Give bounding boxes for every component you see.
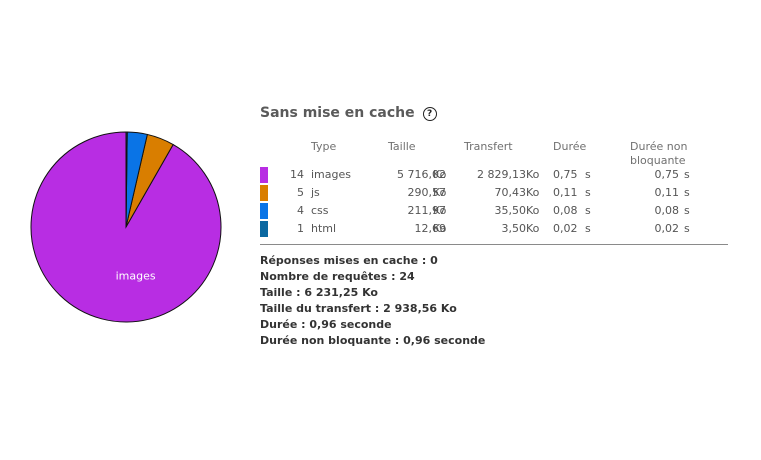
legend-swatch	[260, 185, 268, 201]
header-nonblocking-line1: Durée non	[630, 140, 688, 153]
row-nonblocking: 0,11	[654, 186, 680, 199]
row-type: html	[311, 222, 337, 235]
header-transfer: Transfert	[464, 140, 513, 153]
row-size: 5 716,02	[397, 168, 446, 181]
row-nonblocking: 0,75	[654, 168, 680, 181]
row-duration-unit: s	[585, 186, 591, 199]
pie-label-images: images	[116, 269, 156, 282]
summary-nonblocking: Durée non bloquante : 0,96 seconde	[260, 334, 486, 347]
row-transfer: 70,43	[494, 186, 527, 199]
row-nonblocking: 0,02	[654, 222, 680, 235]
row-nonblocking-unit: s	[684, 186, 690, 199]
row-transfer: 35,50	[494, 204, 527, 217]
header-nonblocking-line2: bloquante	[630, 154, 686, 167]
row-duration-unit: s	[585, 204, 591, 217]
section-title-text: Sans mise en cache	[260, 104, 415, 121]
summary-cached: Réponses mises en cache : 0	[260, 254, 438, 267]
header-nonblocking: Durée non bloquante	[630, 140, 687, 168]
row-count: 4	[297, 204, 304, 217]
header-type: Type	[311, 140, 337, 153]
row-duration: 0,02	[553, 222, 578, 235]
row-transfer-unit: Ko	[526, 222, 540, 235]
row-count: 5	[297, 186, 304, 199]
row-nonblocking-unit: s	[684, 222, 690, 235]
row-nonblocking: 0,08	[654, 204, 680, 217]
row-transfer: 3,50	[501, 222, 527, 235]
row-size-unit: Ko	[433, 222, 447, 235]
row-size: 211,97	[407, 204, 447, 217]
row-type: css	[311, 204, 329, 217]
row-duration: 0,08	[553, 204, 578, 217]
row-nonblocking-unit: s	[684, 168, 690, 181]
pie-slice-html[interactable]	[125, 131, 128, 228]
row-duration: 0,75	[553, 168, 578, 181]
row-transfer-unit: Ko	[526, 204, 540, 217]
legend-swatch	[260, 167, 268, 183]
row-size: 12,69	[414, 222, 447, 235]
table-row: 5 js 290,57 Ko 70,43 Ko 0,11 s 0,11 s	[260, 185, 700, 202]
row-type: images	[311, 168, 351, 181]
row-size: 290,57	[407, 186, 447, 199]
row-duration-unit: s	[585, 222, 591, 235]
table-row: 14 images 5 716,02 Ko 2 829,13 Ko 0,75 s 0,75 s	[260, 167, 700, 184]
header-size: Taille	[388, 140, 416, 153]
summary-duration: Durée : 0,96 seconde	[260, 318, 392, 331]
row-count: 1	[297, 222, 304, 235]
row-duration: 0,11	[553, 186, 578, 199]
row-type: js	[311, 186, 320, 199]
table-row: 1 html 12,69 Ko 3,50 Ko 0,02 s 0,02 s	[260, 221, 700, 238]
row-transfer-unit: Ko	[526, 168, 540, 181]
summary-requests: Nombre de requêtes : 24	[260, 270, 415, 283]
legend-swatch	[260, 203, 268, 219]
row-transfer: 2 829,13	[477, 168, 526, 181]
section-title: Sans mise en cache ?	[260, 104, 437, 121]
summary-transfer: Taille du transfert : 2 938,56 Ko	[260, 302, 457, 315]
legend-swatch	[260, 221, 268, 237]
row-count: 14	[290, 168, 304, 181]
header-duration: Durée	[553, 140, 587, 153]
row-size-unit: Ko	[433, 186, 447, 199]
row-nonblocking-unit: s	[684, 204, 690, 217]
row-size-unit: Ko	[433, 168, 447, 181]
row-transfer-unit: Ko	[526, 186, 540, 199]
question-circle-icon[interactable]: ?	[422, 107, 437, 121]
divider	[260, 244, 728, 245]
summary-size: Taille : 6 231,25 Ko	[260, 286, 378, 299]
table-row: 4 css 211,97 Ko 35,50 Ko 0,08 s 0,08 s	[260, 203, 700, 220]
summary: Réponses mises en cache : 0 Nombre de re…	[260, 253, 485, 349]
row-size-unit: Ko	[433, 204, 447, 217]
row-duration-unit: s	[585, 168, 591, 181]
